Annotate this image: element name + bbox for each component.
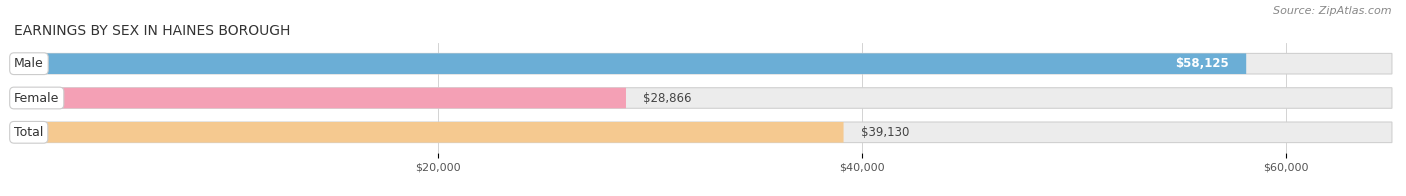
Text: Female: Female: [14, 92, 59, 104]
Text: $39,130: $39,130: [860, 126, 908, 139]
FancyBboxPatch shape: [14, 54, 1392, 74]
FancyBboxPatch shape: [14, 122, 1392, 143]
Text: Source: ZipAtlas.com: Source: ZipAtlas.com: [1274, 6, 1392, 16]
Text: $58,125: $58,125: [1175, 57, 1229, 70]
Text: Male: Male: [14, 57, 44, 70]
Text: $28,866: $28,866: [643, 92, 692, 104]
FancyBboxPatch shape: [14, 88, 1392, 108]
Text: EARNINGS BY SEX IN HAINES BOROUGH: EARNINGS BY SEX IN HAINES BOROUGH: [14, 24, 291, 38]
Text: Total: Total: [14, 126, 44, 139]
FancyBboxPatch shape: [14, 54, 1246, 74]
FancyBboxPatch shape: [14, 88, 626, 108]
FancyBboxPatch shape: [14, 122, 844, 143]
